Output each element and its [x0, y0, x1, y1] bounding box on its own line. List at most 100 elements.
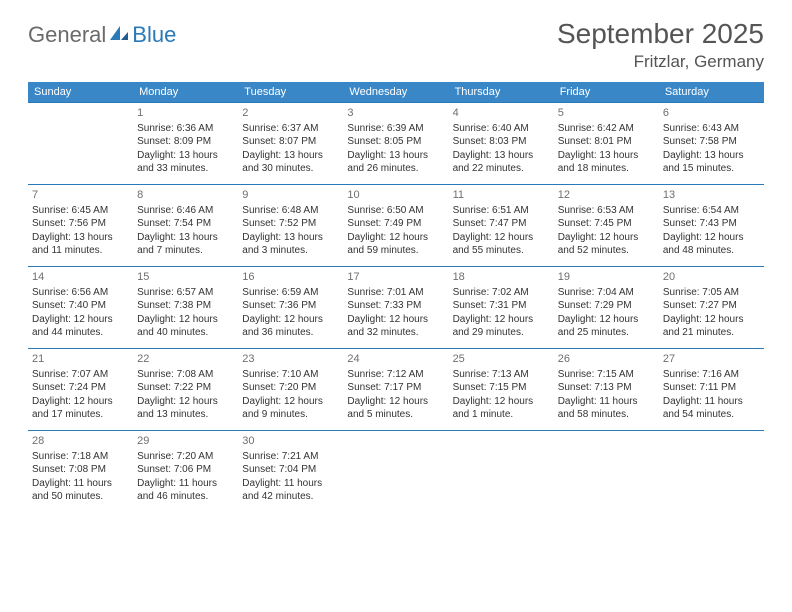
calendar-day-cell: 24Sunrise: 7:12 AMSunset: 7:17 PMDayligh…	[343, 349, 448, 431]
calendar-day-cell: 29Sunrise: 7:20 AMSunset: 7:06 PMDayligh…	[133, 431, 238, 513]
day-number: 10	[347, 188, 444, 203]
daylight-text: Daylight: 11 hours and 54 minutes.	[663, 395, 760, 422]
sunrise-text: Sunrise: 7:18 AM	[32, 450, 129, 464]
day-number: 5	[558, 106, 655, 121]
sunset-text: Sunset: 7:20 PM	[242, 381, 339, 395]
daylight-text: Daylight: 11 hours and 58 minutes.	[558, 395, 655, 422]
sunrise-text: Sunrise: 7:16 AM	[663, 368, 760, 382]
calendar-day-cell: 7Sunrise: 6:45 AMSunset: 7:56 PMDaylight…	[28, 185, 133, 267]
daylight-text: Daylight: 12 hours and 5 minutes.	[347, 395, 444, 422]
day-number: 22	[137, 352, 234, 367]
daylight-text: Daylight: 12 hours and 1 minute.	[453, 395, 550, 422]
day-number: 30	[242, 434, 339, 449]
calendar-week-row: 28Sunrise: 7:18 AMSunset: 7:08 PMDayligh…	[28, 431, 764, 513]
daylight-text: Daylight: 13 hours and 18 minutes.	[558, 149, 655, 176]
daylight-text: Daylight: 12 hours and 52 minutes.	[558, 231, 655, 258]
calendar-week-row: 21Sunrise: 7:07 AMSunset: 7:24 PMDayligh…	[28, 349, 764, 431]
daylight-text: Daylight: 11 hours and 50 minutes.	[32, 477, 129, 504]
daylight-text: Daylight: 12 hours and 17 minutes.	[32, 395, 129, 422]
sunset-text: Sunset: 7:29 PM	[558, 299, 655, 313]
calendar-day-cell: 1Sunrise: 6:36 AMSunset: 8:09 PMDaylight…	[133, 103, 238, 185]
daylight-text: Daylight: 13 hours and 26 minutes.	[347, 149, 444, 176]
calendar-day-cell: 14Sunrise: 6:56 AMSunset: 7:40 PMDayligh…	[28, 267, 133, 349]
sunrise-text: Sunrise: 7:15 AM	[558, 368, 655, 382]
calendar-week-row: 14Sunrise: 6:56 AMSunset: 7:40 PMDayligh…	[28, 267, 764, 349]
day-number: 27	[663, 352, 760, 367]
sunset-text: Sunset: 8:09 PM	[137, 135, 234, 149]
day-number: 24	[347, 352, 444, 367]
calendar-day-cell	[449, 431, 554, 513]
sunrise-text: Sunrise: 6:51 AM	[453, 204, 550, 218]
calendar-day-cell: 11Sunrise: 6:51 AMSunset: 7:47 PMDayligh…	[449, 185, 554, 267]
day-number: 9	[242, 188, 339, 203]
calendar-day-cell	[343, 431, 448, 513]
day-number: 26	[558, 352, 655, 367]
daylight-text: Daylight: 13 hours and 30 minutes.	[242, 149, 339, 176]
sunrise-text: Sunrise: 7:12 AM	[347, 368, 444, 382]
sunset-text: Sunset: 7:06 PM	[137, 463, 234, 477]
sunrise-text: Sunrise: 6:57 AM	[137, 286, 234, 300]
sunrise-text: Sunrise: 7:07 AM	[32, 368, 129, 382]
sunrise-text: Sunrise: 6:40 AM	[453, 122, 550, 136]
day-number: 11	[453, 188, 550, 203]
sunrise-text: Sunrise: 6:54 AM	[663, 204, 760, 218]
day-number: 1	[137, 106, 234, 121]
calendar-day-cell: 2Sunrise: 6:37 AMSunset: 8:07 PMDaylight…	[238, 103, 343, 185]
brand-logo: General Blue	[28, 18, 176, 48]
calendar-table: SundayMondayTuesdayWednesdayThursdayFrid…	[28, 82, 764, 513]
sunrise-text: Sunrise: 6:46 AM	[137, 204, 234, 218]
sunset-text: Sunset: 7:40 PM	[32, 299, 129, 313]
day-number: 12	[558, 188, 655, 203]
sunset-text: Sunset: 7:15 PM	[453, 381, 550, 395]
day-number: 19	[558, 270, 655, 285]
sunrise-text: Sunrise: 7:01 AM	[347, 286, 444, 300]
day-number: 14	[32, 270, 129, 285]
day-number: 21	[32, 352, 129, 367]
day-number: 25	[453, 352, 550, 367]
sunrise-text: Sunrise: 7:05 AM	[663, 286, 760, 300]
daylight-text: Daylight: 12 hours and 29 minutes.	[453, 313, 550, 340]
sunset-text: Sunset: 8:05 PM	[347, 135, 444, 149]
daylight-text: Daylight: 12 hours and 44 minutes.	[32, 313, 129, 340]
sunrise-text: Sunrise: 7:21 AM	[242, 450, 339, 464]
sunrise-text: Sunrise: 7:08 AM	[137, 368, 234, 382]
day-number: 2	[242, 106, 339, 121]
sunrise-text: Sunrise: 6:50 AM	[347, 204, 444, 218]
sunrise-text: Sunrise: 7:13 AM	[453, 368, 550, 382]
day-header: Monday	[133, 82, 238, 103]
daylight-text: Daylight: 13 hours and 15 minutes.	[663, 149, 760, 176]
sunset-text: Sunset: 7:24 PM	[32, 381, 129, 395]
sunset-text: Sunset: 7:45 PM	[558, 217, 655, 231]
calendar-day-cell: 27Sunrise: 7:16 AMSunset: 7:11 PMDayligh…	[659, 349, 764, 431]
sunrise-text: Sunrise: 7:02 AM	[453, 286, 550, 300]
calendar-day-cell: 17Sunrise: 7:01 AMSunset: 7:33 PMDayligh…	[343, 267, 448, 349]
calendar-day-cell: 5Sunrise: 6:42 AMSunset: 8:01 PMDaylight…	[554, 103, 659, 185]
daylight-text: Daylight: 12 hours and 36 minutes.	[242, 313, 339, 340]
calendar-day-cell: 6Sunrise: 6:43 AMSunset: 7:58 PMDaylight…	[659, 103, 764, 185]
day-number: 29	[137, 434, 234, 449]
calendar-day-cell: 15Sunrise: 6:57 AMSunset: 7:38 PMDayligh…	[133, 267, 238, 349]
day-number: 8	[137, 188, 234, 203]
sunrise-text: Sunrise: 7:04 AM	[558, 286, 655, 300]
calendar-day-cell: 21Sunrise: 7:07 AMSunset: 7:24 PMDayligh…	[28, 349, 133, 431]
sunset-text: Sunset: 7:47 PM	[453, 217, 550, 231]
calendar-day-cell: 26Sunrise: 7:15 AMSunset: 7:13 PMDayligh…	[554, 349, 659, 431]
sunset-text: Sunset: 7:17 PM	[347, 381, 444, 395]
sunset-text: Sunset: 8:01 PM	[558, 135, 655, 149]
sunset-text: Sunset: 8:07 PM	[242, 135, 339, 149]
sunrise-text: Sunrise: 7:10 AM	[242, 368, 339, 382]
day-number: 6	[663, 106, 760, 121]
sunset-text: Sunset: 7:56 PM	[32, 217, 129, 231]
sunrise-text: Sunrise: 6:42 AM	[558, 122, 655, 136]
sunset-text: Sunset: 7:49 PM	[347, 217, 444, 231]
day-number: 17	[347, 270, 444, 285]
calendar-week-row: 7Sunrise: 6:45 AMSunset: 7:56 PMDaylight…	[28, 185, 764, 267]
calendar-day-cell: 20Sunrise: 7:05 AMSunset: 7:27 PMDayligh…	[659, 267, 764, 349]
sunset-text: Sunset: 7:52 PM	[242, 217, 339, 231]
header: General Blue September 2025 Fritzlar, Ge…	[28, 18, 764, 72]
sunset-text: Sunset: 7:27 PM	[663, 299, 760, 313]
sunrise-text: Sunrise: 6:39 AM	[347, 122, 444, 136]
daylight-text: Daylight: 12 hours and 21 minutes.	[663, 313, 760, 340]
calendar-day-cell	[554, 431, 659, 513]
sunrise-text: Sunrise: 6:36 AM	[137, 122, 234, 136]
